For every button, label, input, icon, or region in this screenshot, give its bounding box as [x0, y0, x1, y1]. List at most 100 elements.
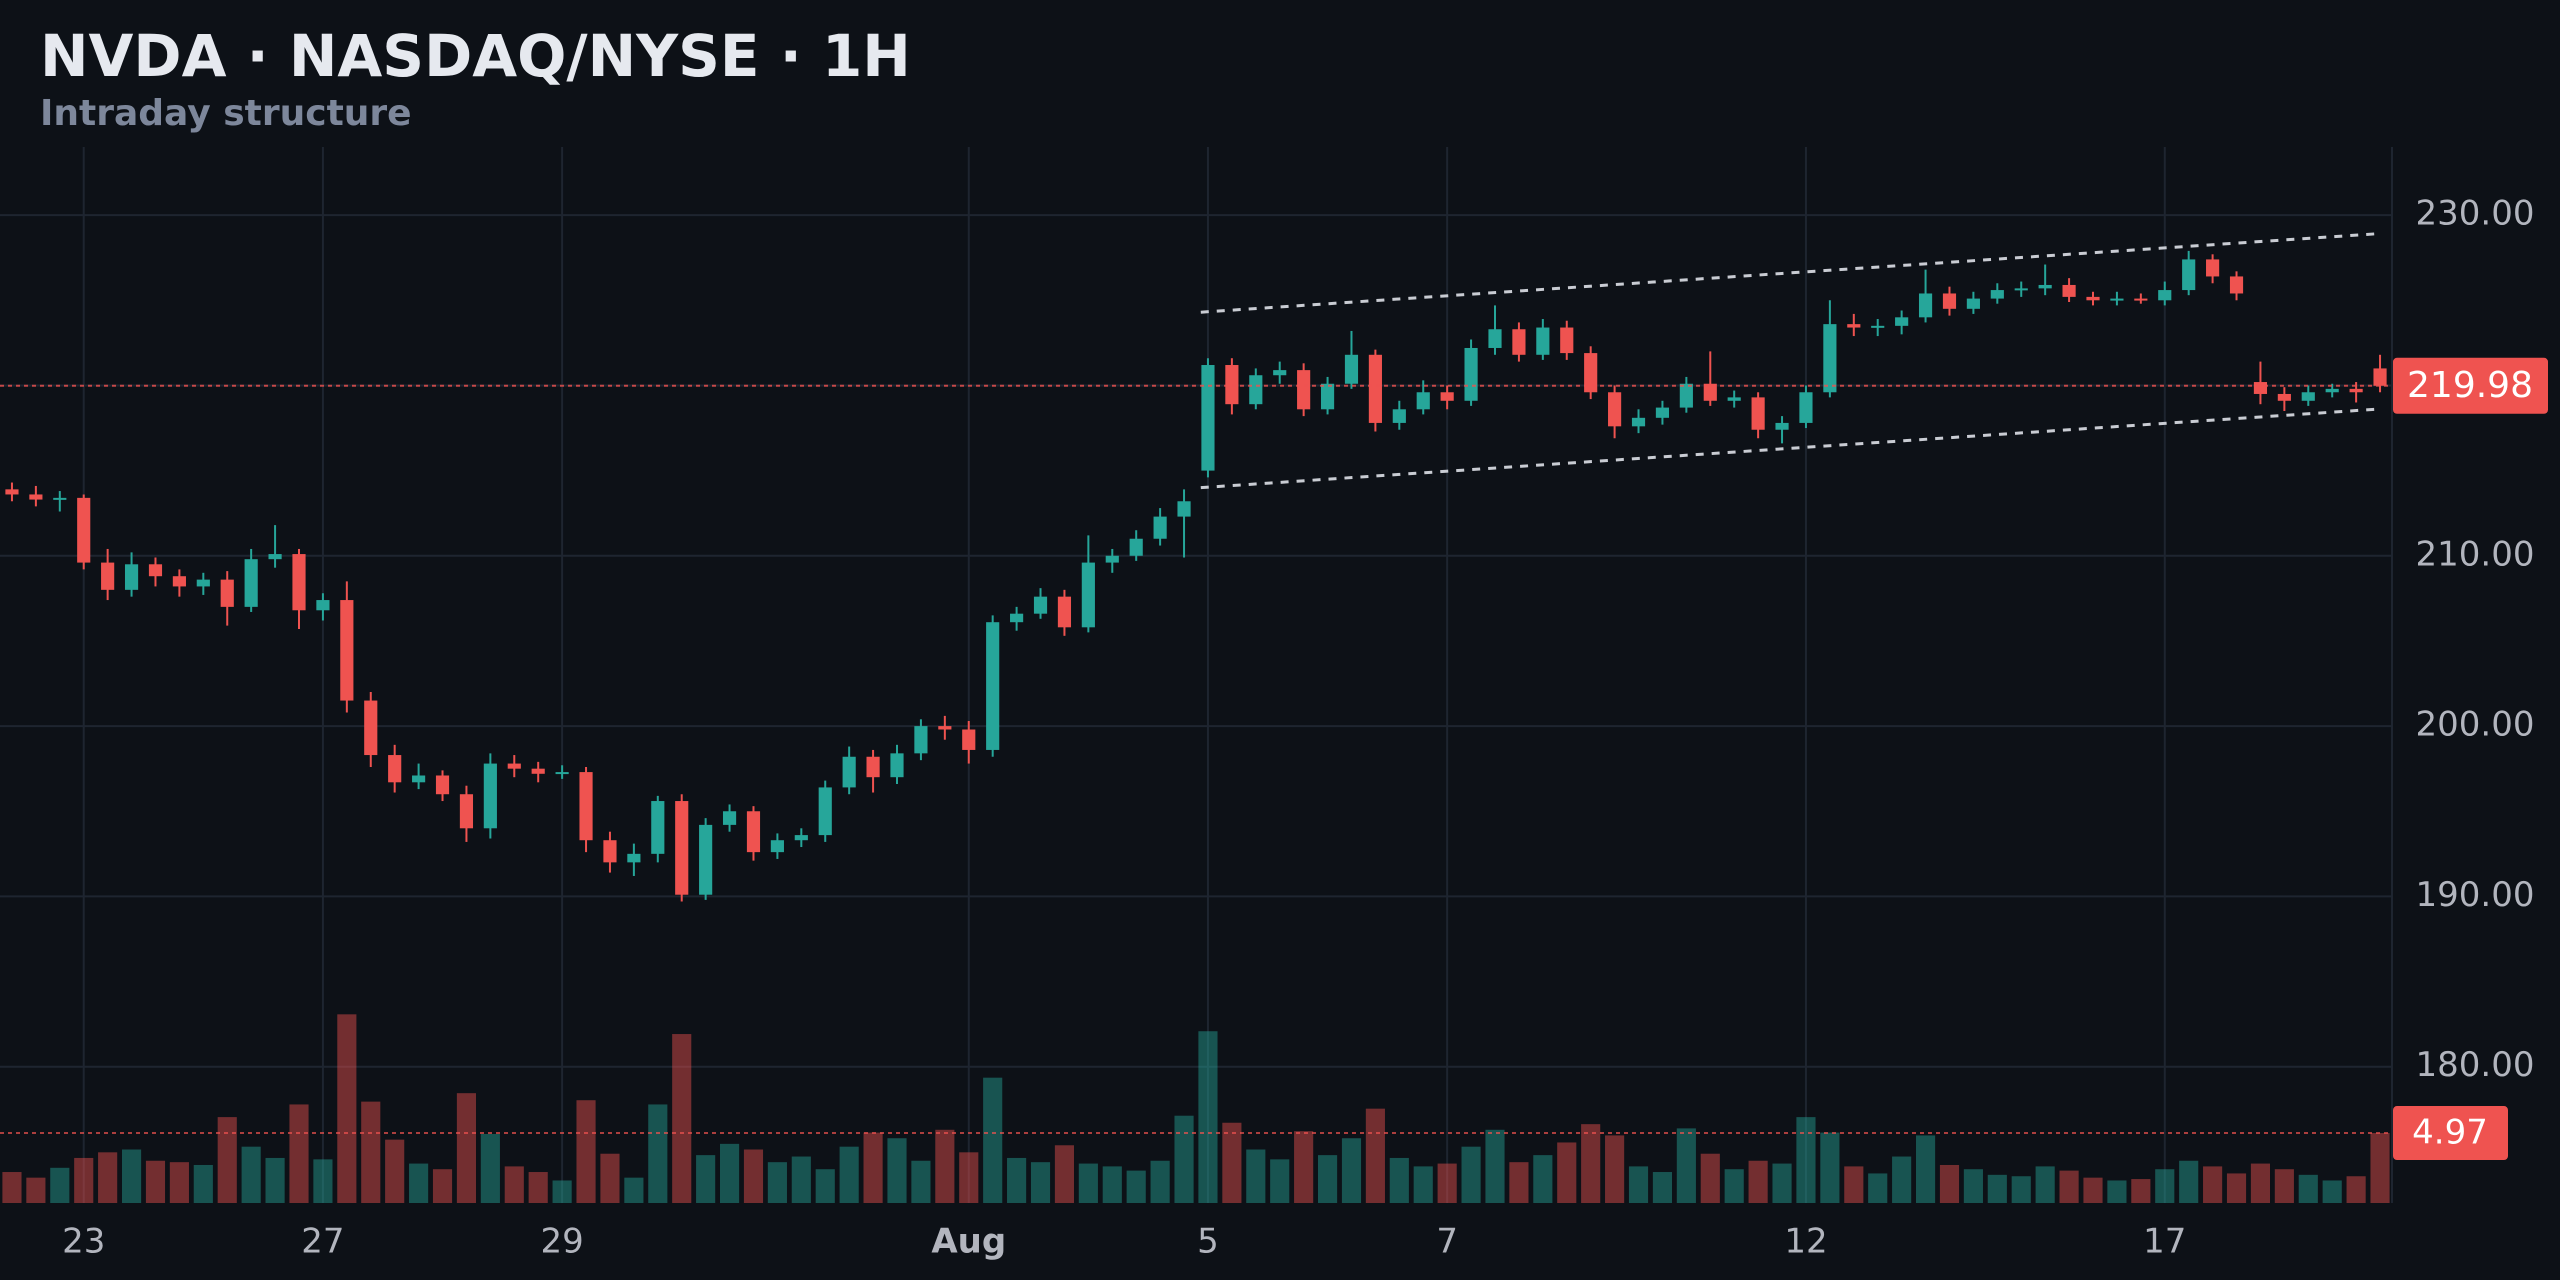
candle-body — [2229, 276, 2244, 294]
volume-bar — [26, 1177, 46, 1203]
candle-body — [603, 840, 617, 863]
volume-bar — [1700, 1153, 1720, 1203]
volume-bar — [839, 1146, 859, 1203]
volume-bar — [1198, 1031, 1218, 1203]
volume-bar — [2, 1172, 22, 1203]
candle-body — [1320, 383, 1335, 410]
candle-body — [2062, 284, 2076, 297]
volume-bar — [1102, 1166, 1122, 1203]
volume-bar — [2370, 1133, 2390, 1203]
x-tick-label: 23 — [62, 1222, 105, 1262]
volume-bar — [1174, 1115, 1194, 1203]
volume-bar — [1461, 1146, 1481, 1203]
chart-subtitle: Intraday structure — [40, 93, 412, 134]
candle-body — [1631, 417, 1646, 427]
volume-bar — [1007, 1157, 1027, 1203]
candle-body — [1655, 407, 1670, 418]
y-tick-label: 190.00 — [2416, 875, 2535, 915]
volume-bar — [2250, 1163, 2271, 1203]
volume-bar — [1437, 1163, 1457, 1203]
candle-body — [1918, 293, 1933, 318]
volume-bar — [480, 1134, 500, 1203]
candle-body — [2301, 392, 2315, 401]
volume-bar — [1868, 1173, 1888, 1203]
volume-bar — [1724, 1169, 1744, 1203]
x-tick-label: 17 — [2143, 1222, 2186, 1262]
candle-body — [914, 726, 928, 754]
volume-bar — [1748, 1160, 1768, 1203]
candle-body — [101, 562, 115, 590]
volume-bar — [600, 1153, 620, 1203]
volume-bar — [719, 1143, 740, 1203]
candle-body — [316, 600, 330, 611]
volume-bar — [1485, 1129, 1505, 1203]
candle-body — [651, 801, 665, 854]
volume-bar — [1270, 1159, 1290, 1203]
candle-body — [1177, 501, 1191, 517]
candle-body — [818, 787, 832, 836]
candle-body — [268, 554, 282, 560]
volume-bar — [1413, 1166, 1433, 1203]
volume-bar — [1915, 1135, 1936, 1203]
volume-bar — [456, 1093, 477, 1203]
volume-layer — [2, 1014, 2390, 1203]
volume-bar — [98, 1152, 118, 1203]
candle-body — [1010, 613, 1024, 623]
volume-bar — [361, 1101, 381, 1203]
candle-body — [1703, 383, 1717, 401]
candle-body — [938, 726, 952, 730]
candle-body — [1081, 562, 1095, 628]
volume-bar — [1294, 1131, 1314, 1203]
candle-body — [2038, 284, 2052, 289]
candle-body — [675, 801, 689, 895]
volume-bar — [1317, 1155, 1338, 1203]
volume-bar — [169, 1162, 189, 1203]
candle-body — [1990, 290, 2004, 299]
candle-body — [1153, 516, 1167, 539]
volume-bar — [1222, 1122, 1242, 1203]
candle-body — [53, 497, 67, 500]
x-tick-label: 12 — [1784, 1222, 1827, 1262]
candle-body — [555, 772, 569, 775]
candle-body — [1129, 538, 1143, 556]
volume-bar — [385, 1139, 405, 1203]
volume-bar — [672, 1034, 692, 1203]
volume-bar — [504, 1166, 524, 1203]
candle-body — [1560, 327, 1574, 354]
x-tick-label: 7 — [1436, 1222, 1458, 1262]
volume-bar — [1509, 1162, 1529, 1203]
volume-bar — [2059, 1170, 2079, 1203]
volume-bar — [767, 1162, 787, 1203]
volume-bar — [983, 1077, 1003, 1203]
volume-bar — [1557, 1142, 1577, 1203]
last-volume-badge — [2393, 1106, 2508, 1161]
candle-body — [364, 700, 378, 756]
candle-body — [2206, 259, 2220, 277]
candle-body — [1368, 354, 1382, 423]
volume-bar — [2226, 1173, 2247, 1203]
candle-body — [124, 564, 139, 590]
volume-bar — [528, 1172, 548, 1203]
volume-bar — [1078, 1163, 1098, 1203]
volume-bar — [1987, 1174, 2007, 1203]
candle-body — [962, 729, 976, 750]
volume-bar — [2011, 1176, 2031, 1203]
candle-body — [866, 756, 880, 778]
x-tick-label: 27 — [301, 1222, 344, 1262]
overlay-layer: 180.00190.00200.00210.00220.00230.002327… — [0, 194, 2548, 1262]
volume-bar — [432, 1169, 453, 1203]
candle-body — [2110, 298, 2124, 301]
candle-body — [627, 853, 641, 863]
volume-bar — [576, 1100, 596, 1203]
candle-body — [1847, 324, 1861, 328]
candle-body — [2277, 393, 2291, 401]
y-tick-label: 180.00 — [2416, 1045, 2535, 1085]
candle-body — [1464, 347, 1478, 401]
candle-body — [1416, 392, 1430, 410]
volume-bar — [1581, 1124, 1601, 1203]
volume-bar — [337, 1014, 357, 1203]
volume-bar — [648, 1104, 668, 1203]
volume-bar — [959, 1152, 979, 1203]
volume-bar — [1389, 1157, 1409, 1203]
